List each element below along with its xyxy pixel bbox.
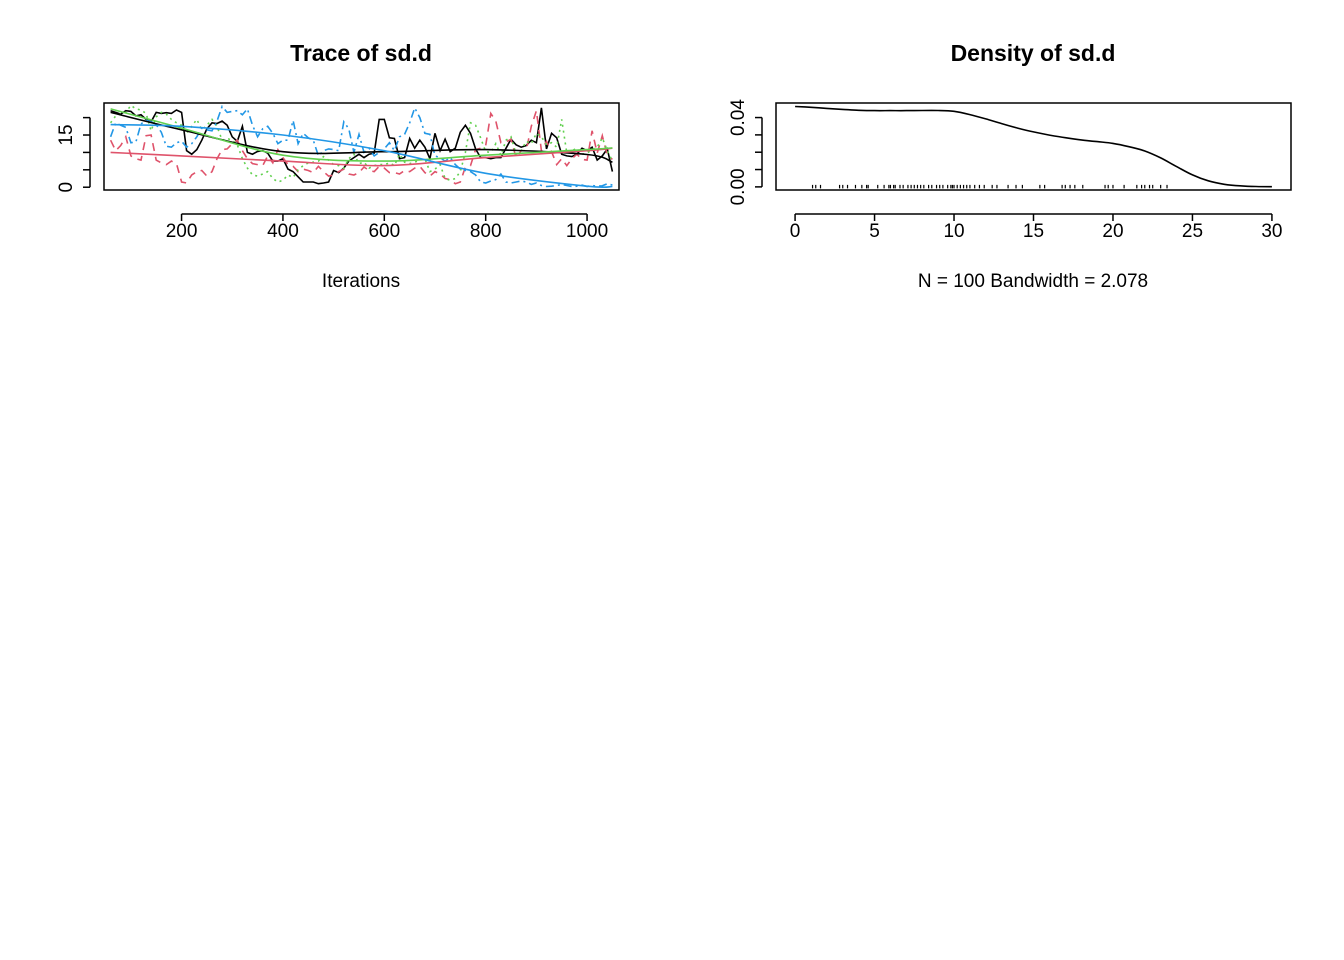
trace-x-tick-label: 200 [166, 221, 198, 242]
density-y-tick-label: 0.04 [728, 99, 749, 136]
density-title: Density of sd.d [951, 40, 1116, 66]
density-plot-area [795, 105, 1272, 189]
density-y-tick-label: 0.00 [728, 168, 749, 205]
trace-x-tick-label: 600 [368, 221, 400, 242]
density-x-tick-label: 25 [1182, 221, 1203, 242]
density-x-tick-label: 10 [943, 221, 964, 242]
trace-chain-3 [109, 104, 614, 183]
trace-title: Trace of sd.d [290, 40, 432, 66]
trace-plot-area [109, 104, 614, 189]
density-x-label: N = 100 Bandwidth = 2.078 [918, 271, 1148, 292]
density-x-tick-label: 30 [1261, 221, 1282, 242]
density-x-tick-label: 0 [790, 221, 801, 242]
trace-smooth-2 [110, 147, 613, 167]
density-curve [795, 105, 1272, 188]
trace-x-tick-label: 400 [267, 221, 299, 242]
trace-smooth-1 [110, 111, 613, 163]
density-x-axis: 0 5 10 15 20 25 30 [790, 213, 1282, 242]
trace-x-label: Iterations [322, 271, 400, 292]
density-x-tick-label: 20 [1102, 221, 1123, 242]
density-plot-frame [775, 102, 1292, 191]
density-y-axis: 0.00 0.04 [728, 99, 763, 205]
density-panel: Density of sd.d 0 5 10 15 20 25 30 0.00 0.04 N … [728, 40, 1292, 292]
trace-smooth-4 [110, 123, 613, 189]
density-x-tick-label: 15 [1023, 221, 1044, 242]
trace-x-tick-label: 800 [470, 221, 502, 242]
trace-chain-1 [110, 107, 614, 185]
trace-x-axis: 200 400 600 800 1000 [166, 213, 608, 242]
trace-plot-frame [103, 102, 620, 191]
trace-y-tick-label: 0 [56, 182, 77, 193]
trace-y-axis: 0 15 [56, 116, 91, 193]
density-x-tick-label: 5 [869, 221, 880, 242]
trace-panel: Trace of sd.d 200 400 600 800 1000 0 15 Itera… [56, 40, 620, 292]
trace-chain-2 [109, 110, 613, 185]
trace-y-tick-label: 15 [56, 124, 77, 145]
trace-smooth-3 [110, 108, 613, 162]
trace-x-tick-label: 1000 [566, 221, 608, 242]
